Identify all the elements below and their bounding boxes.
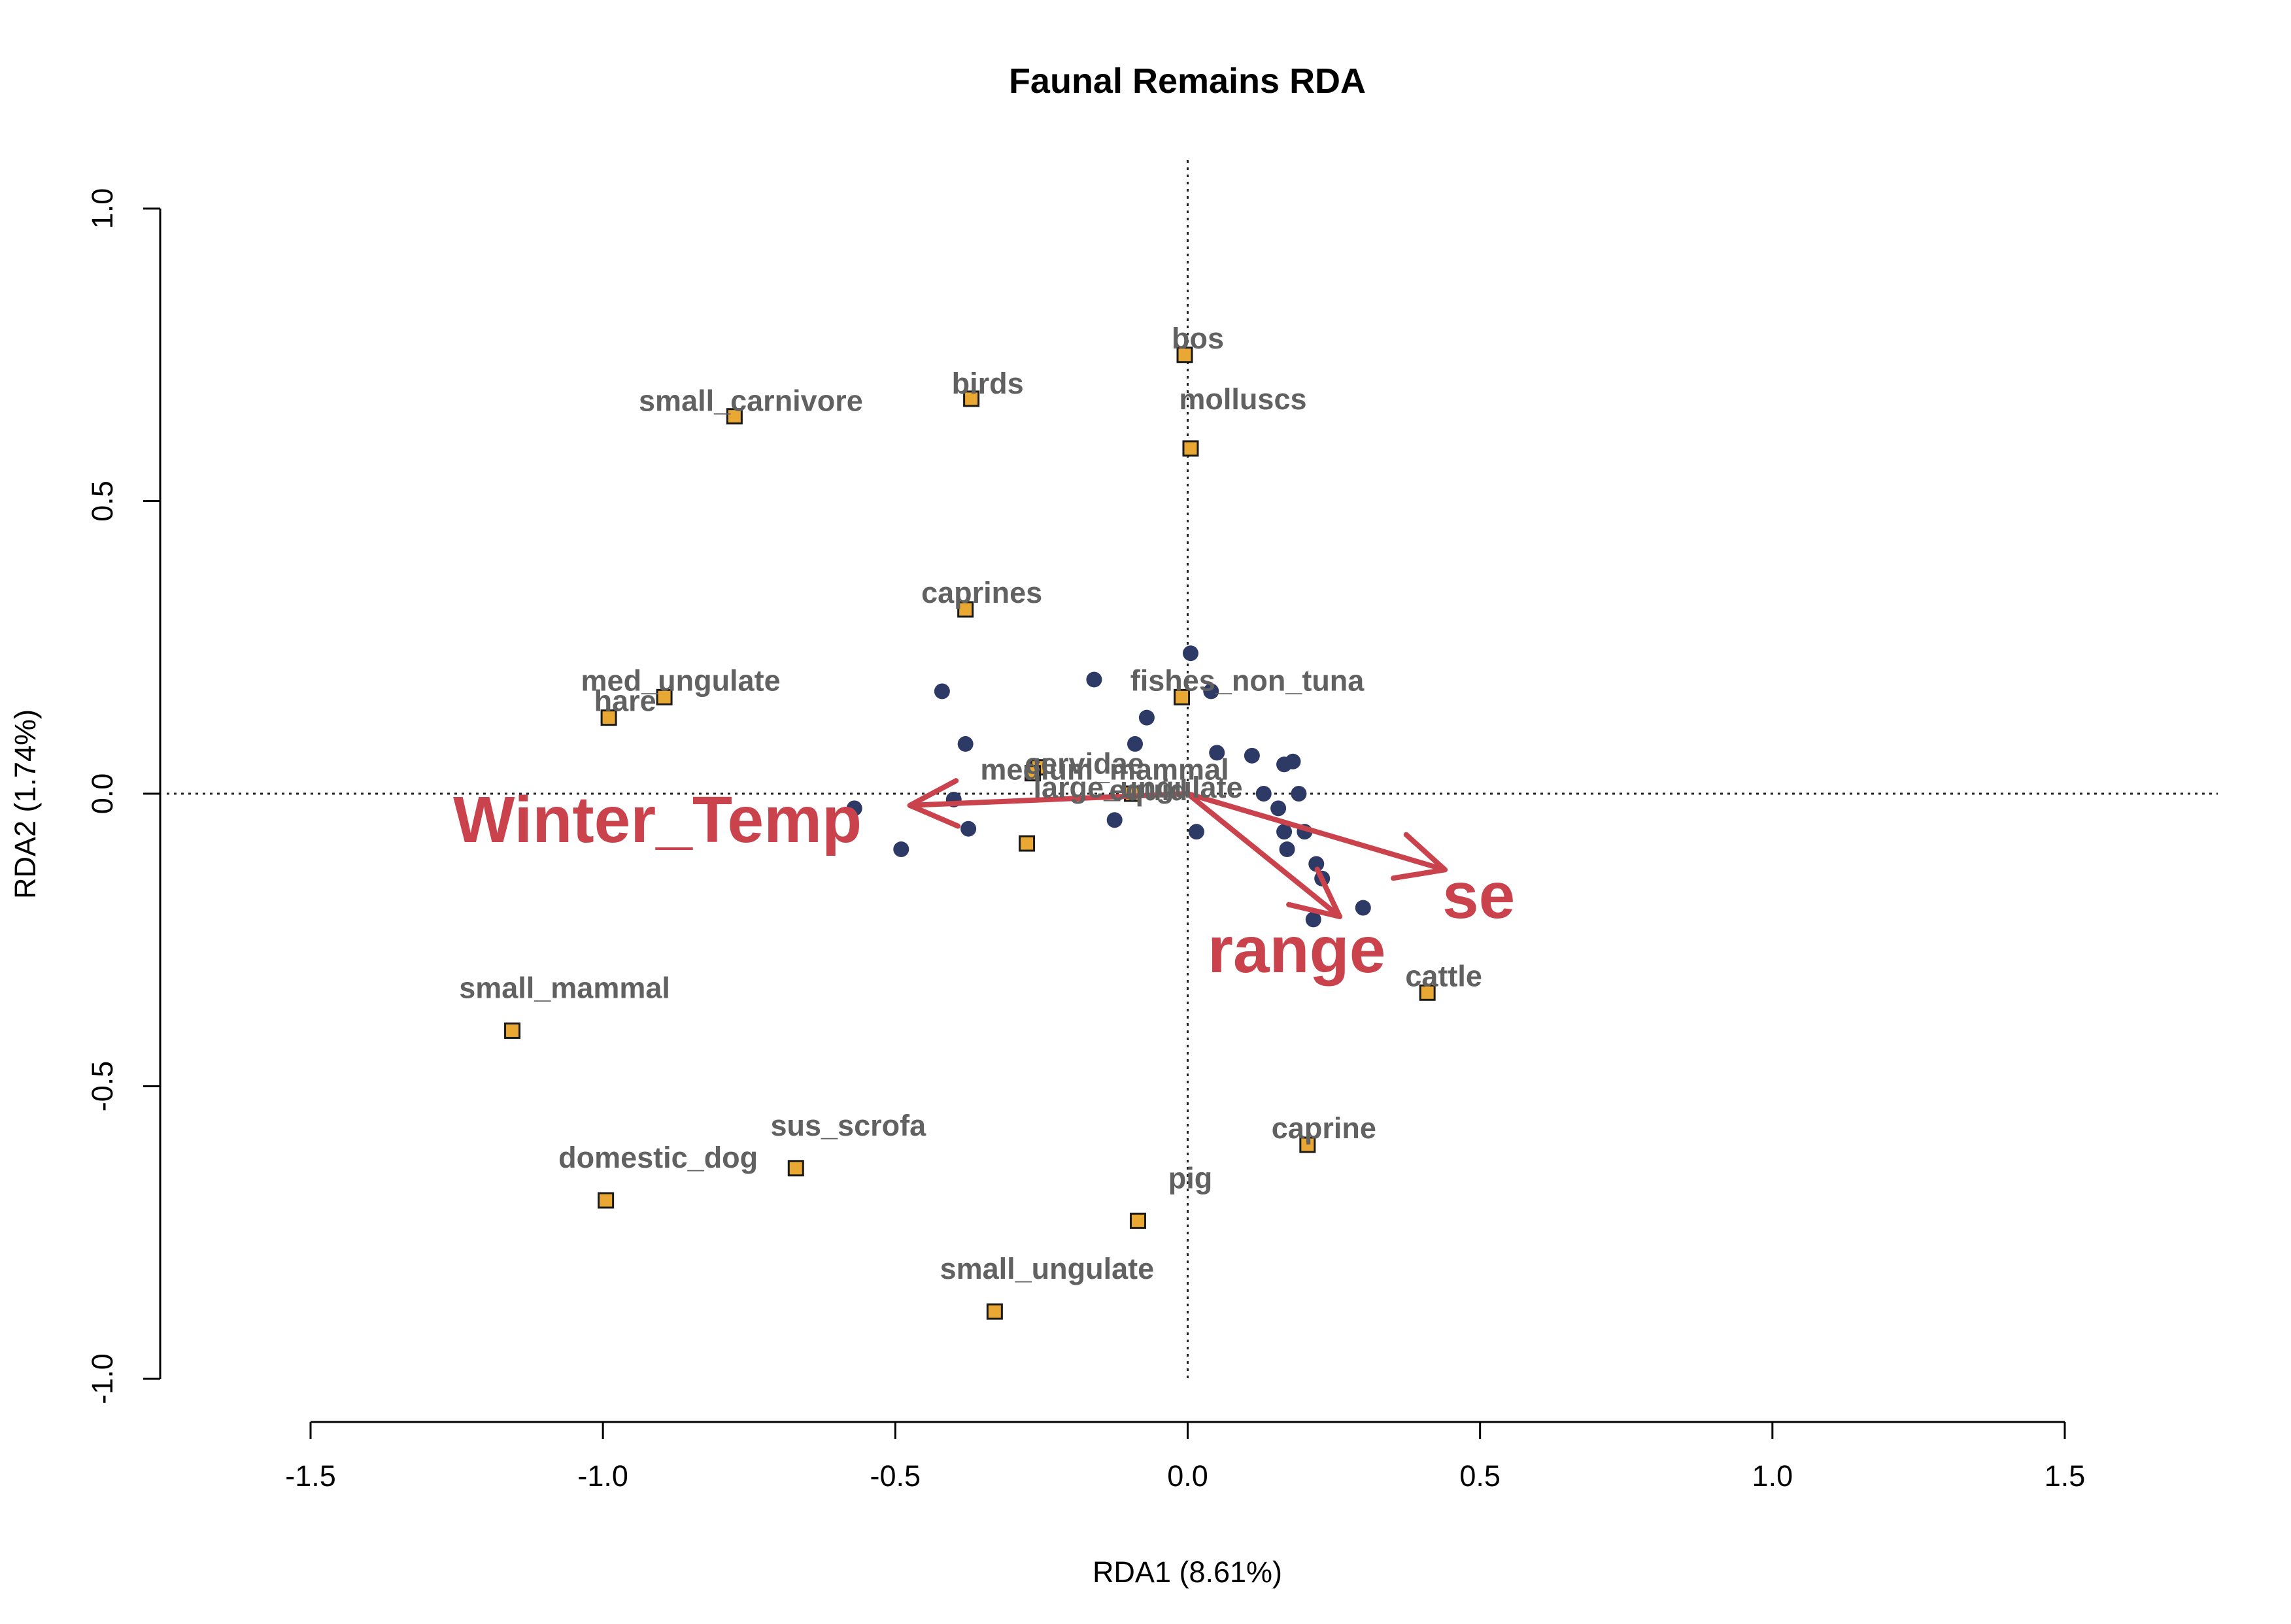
- species-point: [1019, 835, 1036, 852]
- y-tick-label: 0.5: [86, 481, 119, 522]
- site-point: [1106, 812, 1123, 828]
- species-label: cervidae: [1025, 747, 1144, 781]
- species-point: [1025, 765, 1042, 782]
- species-point: [1299, 1136, 1316, 1153]
- species-label: bos: [1172, 322, 1224, 355]
- species-label: domestic_dog: [558, 1141, 758, 1174]
- x-tick-label: -1.5: [285, 1459, 336, 1493]
- site-point: [960, 820, 977, 837]
- species-points: [504, 347, 1436, 1320]
- species-point: [1174, 688, 1191, 705]
- species-point: [1182, 440, 1199, 457]
- species-point: [598, 1192, 615, 1209]
- species-label: large_ungulate: [1034, 771, 1243, 804]
- site-point: [957, 736, 974, 752]
- arrowhead-range: [1286, 866, 1343, 919]
- species-label: hare: [594, 685, 656, 718]
- y-axis-title: RDA2 (1.74%): [8, 709, 42, 899]
- site-point: [893, 841, 909, 858]
- arrow-se: [1185, 791, 1448, 873]
- species-label: molluscs: [1179, 382, 1306, 416]
- x-tick-label: 0.5: [1459, 1459, 1501, 1493]
- site-point: [1244, 747, 1260, 764]
- species-label: small_ungulate: [940, 1252, 1155, 1285]
- axes: -1.5 -1.0 -0.5 0.0 0.5 1.0 1.5 -1.0 -0.5 0.0 0.5 1.…: [86, 188, 2085, 1493]
- x-axis-title: RDA1 (8.61%): [1093, 1555, 1282, 1589]
- species-point: [726, 408, 743, 425]
- species-label: caprine: [1272, 1111, 1376, 1145]
- x-tick-label: 1.0: [1752, 1459, 1793, 1493]
- y-tick-label: -1.0: [86, 1353, 119, 1404]
- site-point: [1270, 800, 1287, 817]
- species-label: pig: [1168, 1161, 1212, 1194]
- species-point: [1419, 984, 1436, 1001]
- site-point: [1291, 786, 1307, 802]
- arrow-range: [1185, 791, 1343, 919]
- origin-reference-lines: [167, 160, 2218, 1379]
- species-label: medium_mammal: [980, 753, 1229, 787]
- site-point: [1255, 786, 1272, 802]
- site-point: [1182, 645, 1198, 662]
- site-point: [1086, 671, 1102, 688]
- site-point: [1308, 856, 1325, 872]
- site-point: [1127, 736, 1144, 752]
- species-label: caprines: [921, 576, 1042, 609]
- arrowhead-winter-temp: [907, 778, 961, 829]
- site-point: [1355, 900, 1371, 916]
- species-label: med_ungulate: [581, 664, 781, 697]
- species-label: small_mammal: [459, 971, 670, 1004]
- y-tick-label: 0.0: [86, 773, 119, 815]
- species-point: [656, 688, 673, 705]
- species-label: small_carnivore: [639, 384, 863, 418]
- arrowhead-se: [1391, 832, 1448, 881]
- species-label: equid: [1110, 773, 1188, 807]
- species-point: [1176, 347, 1193, 364]
- x-tick-label: -1.0: [577, 1459, 628, 1493]
- arrow-winter-temp: [907, 791, 1191, 808]
- x-tick-label: -0.5: [870, 1459, 921, 1493]
- vector-label-winter-temp: Winter_Temp: [453, 783, 862, 856]
- species-point: [957, 601, 974, 618]
- x-tick-label: 1.5: [2045, 1459, 2086, 1493]
- vector-label-range: range: [1208, 913, 1385, 987]
- species-point: [963, 390, 980, 407]
- x-tick-label: 0.0: [1167, 1459, 1208, 1493]
- species-label: cattle: [1405, 959, 1482, 992]
- site-point: [1279, 841, 1295, 858]
- species-point: [504, 1022, 521, 1039]
- species-label: birds: [952, 367, 1024, 400]
- site-point: [1276, 824, 1293, 840]
- species-label: sus_scrofa: [770, 1109, 926, 1142]
- site-point: [1203, 683, 1219, 700]
- site-point: [934, 683, 950, 700]
- vector-label-se: se: [1442, 859, 1515, 932]
- species-labels: bos birds small_carnivore molluscs caprines f…: [459, 322, 1482, 1285]
- site-point: [1188, 824, 1204, 840]
- species-point: [986, 1303, 1003, 1320]
- species-point: [787, 1160, 804, 1177]
- y-tick-label: -0.5: [86, 1061, 119, 1112]
- site-point: [1138, 709, 1155, 726]
- site-point: [846, 800, 862, 817]
- site-point: [1305, 911, 1321, 928]
- chart-title: Faunal Remains RDA: [1009, 61, 1366, 101]
- species-point: [1129, 1212, 1146, 1229]
- y-tick-label: 1.0: [86, 188, 119, 229]
- site-point: [1285, 753, 1301, 770]
- site-point: [1209, 745, 1225, 761]
- species-point: [600, 709, 617, 726]
- species-label: fishes_non_tuna: [1130, 664, 1365, 697]
